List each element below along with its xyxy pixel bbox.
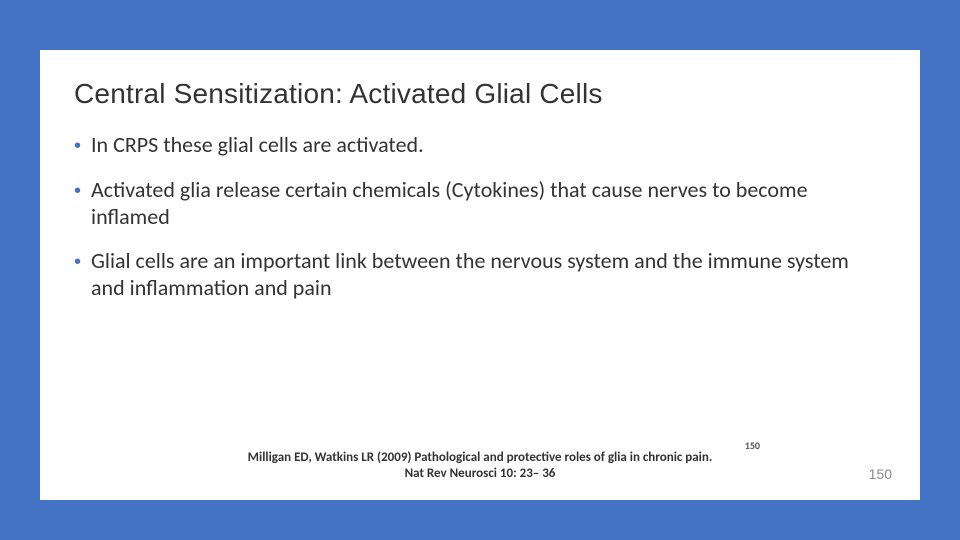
bullet-icon: • bbox=[74, 250, 81, 274]
bullet-icon: • bbox=[74, 134, 81, 158]
citation-line-2: Nat Rev Neurosci 10: 23– 36 bbox=[100, 466, 860, 482]
bullet-item: • Glial cells are an important link betw… bbox=[74, 248, 886, 302]
bullet-list: • In CRPS these glial cells are activate… bbox=[74, 132, 886, 302]
bullet-text: In CRPS these glial cells are activated. bbox=[91, 132, 424, 159]
bullet-text: Glial cells are an important link betwee… bbox=[91, 248, 886, 302]
bullet-text: Activated glia release certain chemicals… bbox=[91, 177, 886, 231]
slide-card: Central Sensitization: Activated Glial C… bbox=[40, 50, 920, 500]
bullet-icon: • bbox=[74, 179, 81, 203]
citation: Milligan ED, Watkins LR (2009) Pathologi… bbox=[40, 450, 920, 483]
bullet-item: • Activated glia release certain chemica… bbox=[74, 177, 886, 231]
bullet-item: • In CRPS these glial cells are activate… bbox=[74, 132, 886, 159]
slide-title: Central Sensitization: Activated Glial C… bbox=[74, 78, 886, 110]
inline-page-number: 150 bbox=[745, 440, 760, 453]
page-number: 150 bbox=[869, 466, 892, 482]
citation-line-1: Milligan ED, Watkins LR (2009) Pathologi… bbox=[248, 450, 713, 465]
